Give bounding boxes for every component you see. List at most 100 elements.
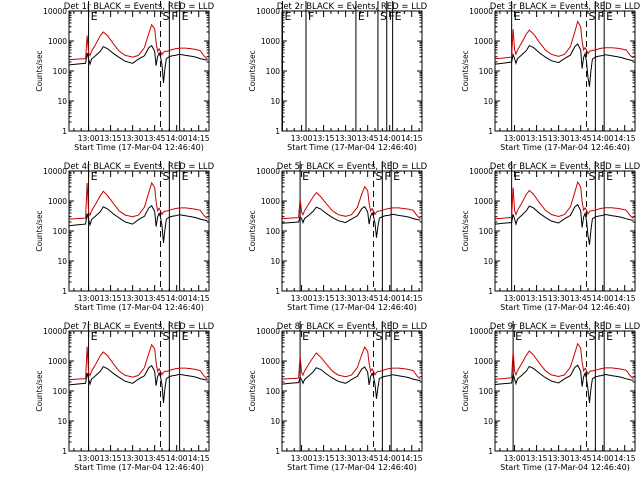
panel-title: Det 4r BLACK = Events, RED = LLD (64, 162, 215, 172)
flag-label: E (91, 10, 98, 23)
flag-label: E (395, 10, 402, 23)
series-events-line (69, 44, 208, 83)
y-tick-label: 100 (53, 387, 68, 396)
flag-label: E (302, 330, 309, 343)
x-tick-label: 13:30 (548, 454, 570, 463)
x-tick-label: 14:00 (166, 134, 188, 143)
flag-label: F (597, 170, 603, 183)
x-tick-label: 14:00 (592, 294, 614, 303)
series-lld-line (69, 343, 208, 381)
panel-title: Det 1r BLACK = Events, RED = LLD (64, 2, 215, 12)
y-tick-label: 100 (53, 67, 68, 76)
x-axis-label: Start Time (17-Mar-04 12:46:40) (287, 463, 417, 472)
x-tick-label: 13:45 (357, 454, 379, 463)
flag-label: E (514, 10, 521, 23)
x-tick-label: 14:15 (401, 454, 423, 463)
x-tick-label: 13:30 (548, 294, 570, 303)
flag-label: S (163, 330, 170, 343)
y-tick-label: 10 (483, 417, 493, 426)
y-tick-label: 1000 (474, 197, 493, 206)
series-lld-line (495, 342, 634, 380)
x-tick-label: 14:00 (379, 294, 401, 303)
x-tick-label: 14:15 (614, 294, 636, 303)
y-tick-label: 1000 (474, 37, 493, 46)
series-events-line (282, 366, 421, 399)
flag-label: F (389, 10, 395, 23)
x-axis-label: Start Time (17-Mar-04 12:46:40) (500, 303, 630, 312)
x-tick-label: 13:45 (570, 454, 592, 463)
plot-frame (68, 330, 210, 452)
plot-frame (494, 10, 636, 132)
x-tick-label: 14:15 (614, 454, 636, 463)
panel-title: Det 6r BLACK = Events, RED = LLD (490, 162, 640, 172)
series-events-line (495, 43, 634, 87)
flag-label: F (597, 330, 603, 343)
flag-label: E (182, 170, 189, 183)
flag-label: F (171, 330, 177, 343)
x-tick-label: 13:15 (313, 294, 335, 303)
x-tick-label: 13:15 (100, 134, 122, 143)
y-tick-label: 1000 (261, 37, 280, 46)
y-tick-label: 10000 (256, 327, 280, 336)
y-tick-label: 10000 (469, 7, 493, 16)
x-tick-label: 14:00 (592, 454, 614, 463)
x-tick-label: 14:15 (188, 294, 210, 303)
plot-frame (494, 170, 636, 292)
series-lld-line (69, 23, 208, 61)
flag-label: E (91, 170, 98, 183)
x-tick-label: 13:00 (78, 134, 100, 143)
x-tick-label: 13:30 (335, 294, 357, 303)
series-events-line (495, 364, 634, 403)
y-tick-label: 10000 (256, 167, 280, 176)
y-axis-label: Counts/sec (461, 210, 470, 251)
x-tick-label: 13:00 (78, 454, 100, 463)
x-tick-label: 14:00 (379, 454, 401, 463)
y-tick-label: 1 (62, 127, 67, 136)
panel-title: Det 2r BLACK = Events, RED = LLD (277, 2, 428, 12)
panel-title: Det 3r BLACK = Events, RED = LLD (490, 2, 640, 12)
panel-title: Det 9r BLACK = Events, RED = LLD (490, 322, 640, 332)
panel-title: Det 8r BLACK = Events, RED = LLD (277, 322, 428, 332)
plot-frame (281, 330, 423, 452)
x-axis-label: Start Time (17-Mar-04 12:46:40) (74, 463, 204, 472)
y-tick-label: 100 (479, 227, 494, 236)
y-tick-label: 10 (270, 417, 280, 426)
series-lld-line (495, 180, 634, 220)
x-tick-label: 14:00 (166, 294, 188, 303)
flag-label: F (597, 10, 603, 23)
plot-frame (494, 330, 636, 452)
plot-frame (68, 170, 210, 292)
y-tick-label: 1 (275, 127, 280, 136)
x-tick-label: 13:00 (291, 134, 313, 143)
plot-frame (68, 10, 210, 132)
x-tick-label: 14:15 (401, 134, 423, 143)
y-tick-label: 1 (488, 127, 493, 136)
flag-label: E (91, 330, 98, 343)
x-tick-label: 14:00 (166, 454, 188, 463)
x-tick-label: 13:00 (78, 294, 100, 303)
x-axis-label: Start Time (17-Mar-04 12:46:40) (74, 303, 204, 312)
y-tick-label: 1 (488, 447, 493, 456)
x-tick-label: 14:15 (188, 134, 210, 143)
plot-frame (281, 10, 423, 132)
x-tick-label: 14:15 (188, 454, 210, 463)
x-axis-label: Start Time (17-Mar-04 12:46:40) (287, 303, 417, 312)
flag-label: F (384, 170, 390, 183)
y-tick-label: 100 (266, 67, 281, 76)
y-tick-label: 1 (488, 287, 493, 296)
flag-label: S (163, 10, 170, 23)
x-tick-label: 13:15 (100, 294, 122, 303)
series-lld-line (495, 20, 634, 60)
flag-label: S (376, 330, 383, 343)
y-tick-label: 10000 (469, 327, 493, 336)
y-axis-label: Counts/sec (248, 210, 257, 251)
y-tick-label: 1 (275, 287, 280, 296)
y-axis-label: Counts/sec (248, 50, 257, 91)
x-tick-label: 13:45 (144, 294, 166, 303)
y-tick-label: 1000 (261, 357, 280, 366)
y-tick-label: 100 (479, 387, 494, 396)
flag-label: S (589, 170, 596, 183)
